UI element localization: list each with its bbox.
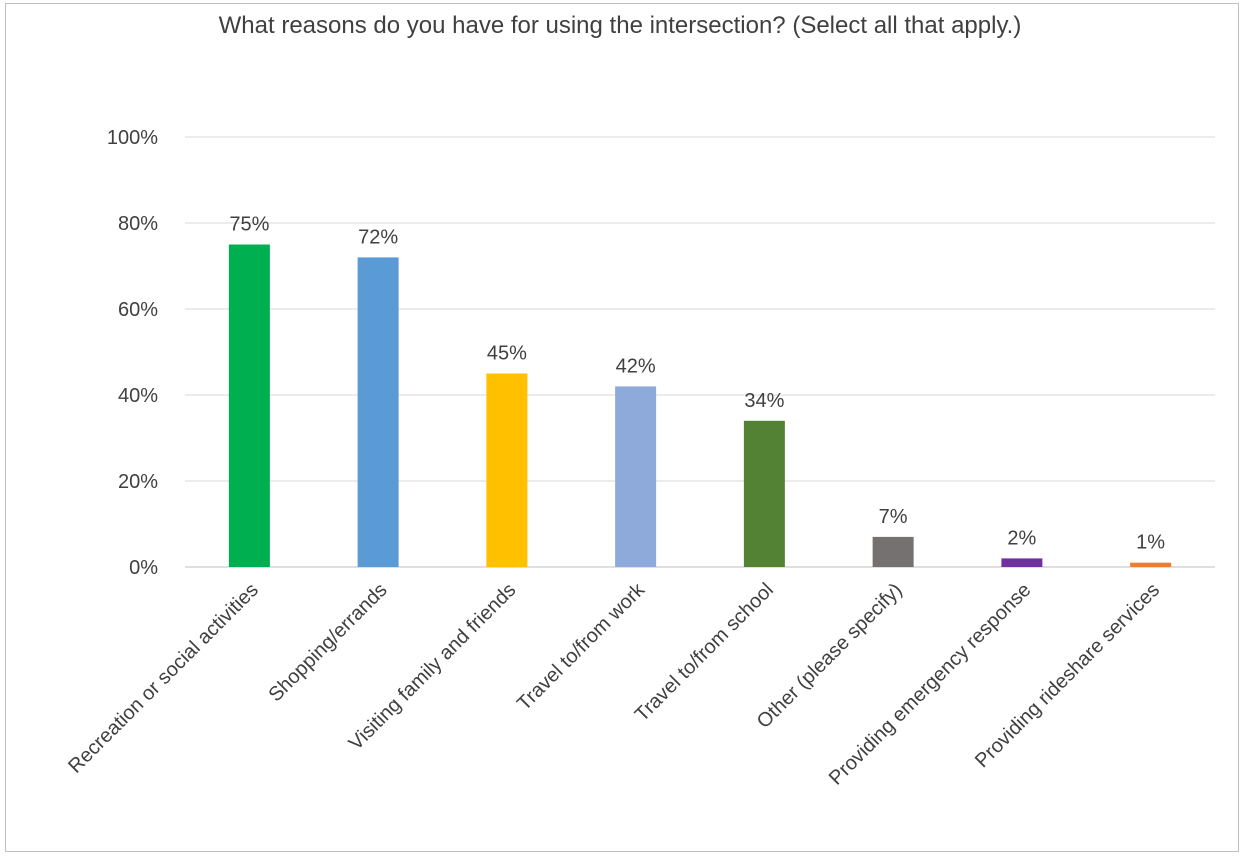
x-axis-category-labels: Recreation or social activities Shopping/… (64, 578, 1164, 789)
data-label: 45% (487, 343, 527, 365)
gridlines (185, 136, 1215, 568)
bar (872, 536, 914, 567)
data-label: 42% (616, 355, 656, 377)
bar (615, 386, 657, 567)
category-label: Recreation or social activities (64, 579, 263, 778)
data-label: 75% (229, 214, 269, 236)
y-axis-tick-labels: 0% 20% 40% 60% 80% 100% (107, 127, 158, 579)
bar (1001, 558, 1043, 567)
category-label: Shopping/errands (264, 579, 391, 706)
bar (486, 373, 528, 567)
y-tick-label: 40% (118, 385, 158, 407)
data-label: 7% (879, 506, 908, 528)
y-tick-label: 20% (118, 471, 158, 493)
y-tick-label: 0% (129, 557, 158, 579)
bars (228, 244, 1172, 567)
category-label: Providing emergency response (825, 579, 1036, 790)
y-tick-label: 80% (118, 213, 158, 235)
bar (228, 244, 270, 567)
category-label: Other (please specify) (753, 579, 907, 733)
data-label: 2% (1007, 527, 1036, 549)
data-label: 72% (358, 226, 398, 248)
chart-title: What reasons do you have for using the i… (218, 12, 1022, 39)
data-label: 34% (744, 390, 784, 412)
y-tick-label: 100% (107, 127, 158, 149)
bar (743, 420, 785, 567)
data-labels: 75% 72% 45% 42% 34% 7% 2% 1% (229, 214, 1165, 554)
data-label: 1% (1136, 532, 1165, 554)
category-label: Travel to/from work (513, 578, 650, 715)
bar (1130, 562, 1172, 567)
category-label: Travel to/from school (631, 579, 778, 726)
y-tick-label: 60% (118, 299, 158, 321)
bar (357, 257, 399, 567)
